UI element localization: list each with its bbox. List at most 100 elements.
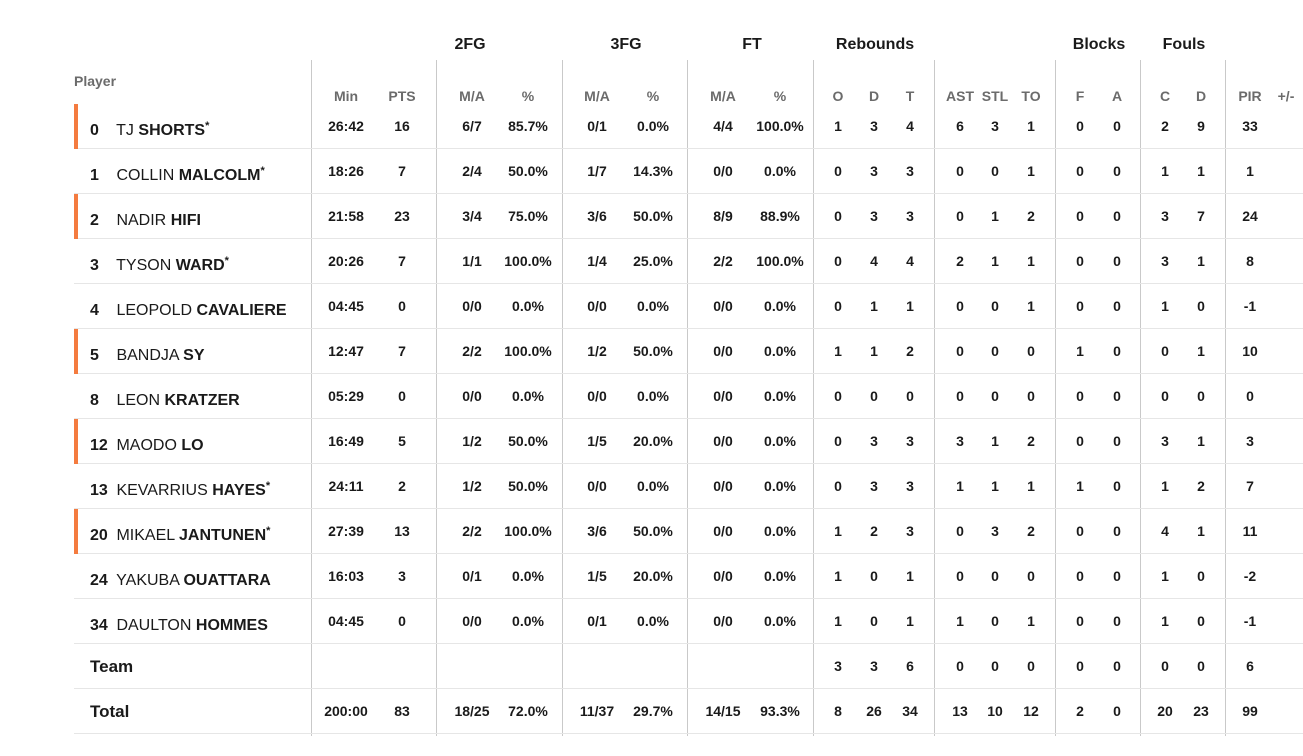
cell-o: 0 — [834, 163, 842, 179]
player-rows: 0 TJ SHORTS* 26:42 16 6/7 85.7% 0/1 0.0% 4/4 100… — [74, 104, 1303, 734]
cell-ast: 0 — [956, 523, 964, 539]
table-row[interactable]: 24 YAKUBA OUATTARA 16:03 3 0/1 0.0% 1/5 20.0% 0… — [74, 554, 1303, 599]
cell-ba: 0 — [1113, 253, 1121, 269]
header-ft-pct[interactable]: % — [773, 88, 787, 104]
header-reb-o[interactable]: O — [832, 88, 844, 104]
cell-pm — [1256, 374, 1303, 419]
table-row[interactable]: 8 LEON KRATZER 05:29 0 0/0 0.0% 0/0 0.0% 0/0 0.0… — [74, 374, 1303, 419]
cell-bf: 0 — [1076, 253, 1084, 269]
cell-o: 8 — [834, 703, 842, 719]
cell-d: 1 — [870, 298, 878, 314]
player-name[interactable]: 0 TJ SHORTS* — [90, 104, 209, 149]
group-blocks: Blocks — [1072, 36, 1126, 53]
player-name[interactable]: 1 COLLIN MALCOLM* — [90, 149, 265, 194]
table-row[interactable]: 34 DAULTON HOMMES 04:45 0 0/0 0.0% 0/1 0.0% 0/0… — [74, 599, 1303, 644]
cell-min: 12:47 — [328, 343, 364, 359]
cell-bf: 2 — [1076, 703, 1084, 719]
cell-fg3-pct: 0.0% — [637, 478, 669, 494]
group-3fg: 3FG — [610, 36, 642, 53]
player-name[interactable]: 20 MIKAEL JANTUNEN* — [90, 509, 270, 554]
header-foul-c[interactable]: C — [1159, 88, 1171, 104]
cell-t: 1 — [906, 568, 914, 584]
cell-stl: 0 — [991, 343, 999, 359]
column-separator — [436, 60, 437, 736]
cell-d: 0 — [870, 568, 878, 584]
header-stl[interactable]: STL — [981, 88, 1009, 104]
header-reb-d[interactable]: D — [868, 88, 880, 104]
cell-pir: 33 — [1242, 118, 1258, 134]
cell-t: 3 — [906, 478, 914, 494]
team-row-label: Team — [90, 657, 134, 676]
header-pts[interactable]: PTS — [388, 88, 416, 104]
header-ft-ma[interactable]: M/A — [710, 88, 736, 104]
cell-fg3-pct — [623, 644, 683, 689]
header-reb-t[interactable]: T — [905, 88, 915, 104]
player-number: 5 — [90, 347, 99, 364]
cell-stl: 1 — [991, 478, 999, 494]
header-min[interactable]: Min — [333, 88, 359, 104]
cell-to: 1 — [1027, 613, 1035, 629]
player-name[interactable]: 5 BANDJA SY — [90, 329, 205, 374]
cell-ba: 0 — [1113, 163, 1121, 179]
player-name[interactable]: 2 NADIR HIFI — [90, 194, 201, 239]
cell-fg2-pct: 100.0% — [504, 253, 552, 269]
table-row[interactable]: 5 BANDJA SY 12:47 7 2/2 100.0% 1/2 50.0% 0/0 0.0… — [74, 329, 1303, 374]
player-number: 0 — [90, 122, 99, 139]
cell-fd: 1 — [1197, 253, 1205, 269]
cell-t: 4 — [906, 118, 914, 134]
player-number: 1 — [90, 167, 99, 184]
player-name[interactable]: 12 MAODO LO — [90, 419, 204, 464]
cell-fc: 3 — [1161, 208, 1169, 224]
header-3fg-ma[interactable]: M/A — [584, 88, 610, 104]
table-row[interactable]: 13 KEVARRIUS HAYES* 24:11 2 1/2 50.0% 0/0 0.0%… — [74, 464, 1303, 509]
header-blk-f[interactable]: F — [1075, 88, 1085, 104]
table-row[interactable]: 1 COLLIN MALCOLM* 18:26 7 2/4 50.0% 1/7 14.3% 0… — [74, 149, 1303, 194]
cell-fg3-pct: 0.0% — [637, 613, 669, 629]
player-name[interactable]: 8 LEON KRATZER — [90, 374, 240, 419]
table-row[interactable]: 20 MIKAEL JANTUNEN* 27:39 13 2/2 100.0% 3/6 50… — [74, 509, 1303, 554]
sub-header-row: Min PTS M/A % M/A % M/A % O D T AST STL … — [74, 88, 1303, 106]
cell-fd: 0 — [1197, 298, 1205, 314]
player-name[interactable]: 24 YAKUBA OUATTARA — [90, 554, 271, 599]
header-foul-d[interactable]: D — [1195, 88, 1207, 104]
header-2fg-pct[interactable]: % — [521, 88, 535, 104]
header-pir[interactable]: PIR — [1238, 88, 1262, 104]
table-row[interactable]: 3 TYSON WARD* 20:26 7 1/1 100.0% 1/4 25.0% 2/2 1… — [74, 239, 1303, 284]
header-to[interactable]: TO — [1021, 88, 1041, 104]
table-row[interactable]: 12 MAODO LO 16:49 5 1/2 50.0% 1/5 20.0% 0/0 0.0%… — [74, 419, 1303, 464]
player-number: 34 — [90, 617, 108, 634]
cell-pts: 23 — [394, 208, 410, 224]
cell-ft-ma: 0/0 — [713, 613, 733, 629]
cell-min: 21:58 — [328, 208, 364, 224]
header-2fg-ma[interactable]: M/A — [459, 88, 485, 104]
player-name[interactable]: 13 KEVARRIUS HAYES* — [90, 464, 270, 509]
player-name[interactable]: 34 DAULTON HOMMES — [90, 599, 268, 644]
cell-ft-pct: 0.0% — [764, 478, 796, 494]
cell-pir: 7 — [1246, 478, 1254, 494]
column-separator — [311, 60, 312, 736]
table-row[interactable]: 2 NADIR HIFI 21:58 23 3/4 75.0% 3/6 50.0% 8/9 88… — [74, 194, 1303, 239]
player-last-name: SHORTS — [138, 122, 206, 139]
player-name[interactable]: 4 LEOPOLD CAVALIERE — [90, 284, 287, 329]
player-name[interactable]: 3 TYSON WARD* — [90, 239, 229, 284]
cell-ba: 0 — [1113, 703, 1121, 719]
header-ast[interactable]: AST — [946, 88, 974, 104]
cell-d: 1 — [870, 343, 878, 359]
player-number: 12 — [90, 437, 108, 454]
player-first-name: TJ — [116, 122, 134, 139]
cell-ast: 13 — [952, 703, 968, 719]
cell-min: 05:29 — [328, 388, 364, 404]
cell-pts: 83 — [394, 703, 410, 719]
player-number: 20 — [90, 527, 108, 544]
cell-d: 2 — [870, 523, 878, 539]
cell-fg3-ma — [567, 644, 627, 689]
cell-pir: -1 — [1243, 298, 1257, 314]
cell-fg2-pct: 0.0% — [512, 298, 544, 314]
header-blk-a[interactable]: A — [1111, 88, 1123, 104]
starter-indicator-bar — [74, 419, 78, 464]
header-plus-minus[interactable]: +/- — [1277, 88, 1295, 104]
table-row[interactable]: 0 TJ SHORTS* 26:42 16 6/7 85.7% 0/1 0.0% 4/4 100… — [74, 104, 1303, 149]
cell-fg2-ma: 2/2 — [462, 523, 482, 539]
table-row[interactable]: 4 LEOPOLD CAVALIERE 04:45 0 0/0 0.0% 0/0 0.0% 0… — [74, 284, 1303, 329]
header-3fg-pct[interactable]: % — [646, 88, 660, 104]
